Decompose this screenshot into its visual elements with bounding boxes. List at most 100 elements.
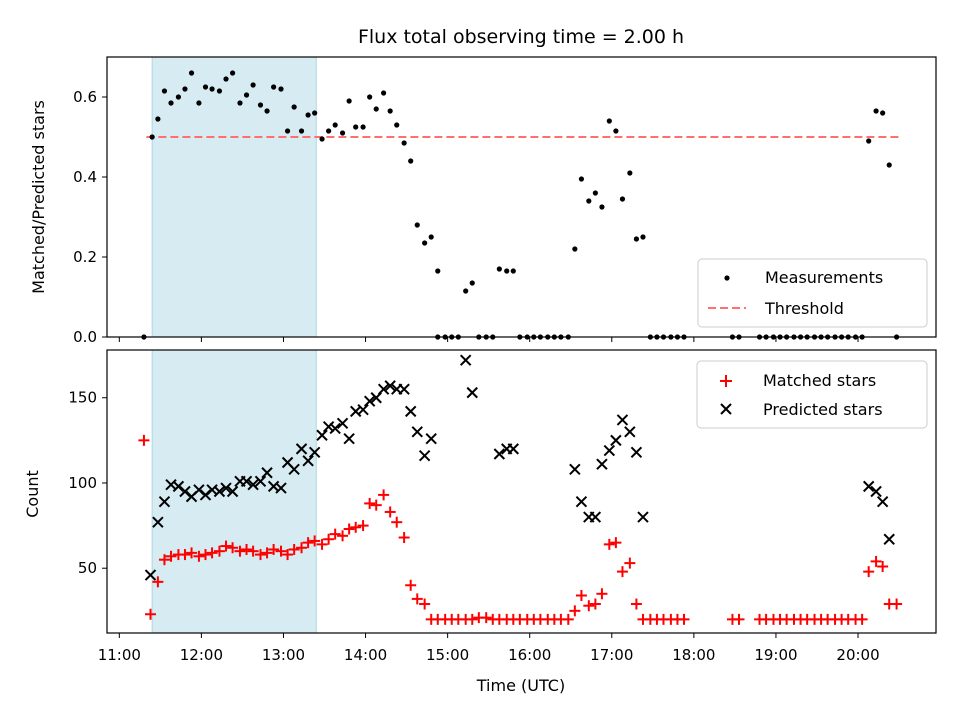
matched-star-point [288,543,300,555]
measurement-point [326,128,332,134]
predicted-star-point [336,417,349,430]
bottom-x-tick-label: 12:00 [180,646,223,664]
predicted-star-stroke-b [349,405,362,418]
predicted-star-stroke-b [144,569,157,581]
predicted-star-point [616,414,629,426]
predicted-star-stroke-b [275,482,287,494]
matched-star-point [186,547,198,559]
predicted-star-point [158,496,171,508]
measurement-point [373,106,379,112]
matched-star-point [316,538,328,550]
bottom-shaded-rect [151,349,317,634]
legend-measurements-label: Measurements [765,268,883,287]
bottom-x-tick-label: 13:00 [262,646,305,664]
matched-star-point [213,545,225,557]
bottom-y-tick-label: 100 [68,474,97,492]
bottom-y-axis-label: Count [23,470,42,518]
predicted-star-stroke-b [569,463,581,476]
measurement-point [572,246,578,252]
predicted-star-stroke-b [616,414,629,426]
matched-star-point [261,547,273,559]
predicted-star-stroke-b [425,432,437,445]
predicted-star-stroke-b [158,496,171,508]
bottom-y-tick-label: 150 [68,389,97,407]
matched-star-point [575,589,587,601]
predicted-star-stroke-b [308,446,321,458]
matched-star-point [405,579,417,591]
measurement-point [435,268,441,274]
predicted-star-point [144,569,157,581]
predicted-star-point [288,463,300,476]
matched-star-point [398,532,410,544]
predicted-star-point [596,458,608,470]
predicted-star-stroke-b [493,448,506,460]
measurement-point [155,116,161,122]
measurement-point [469,280,475,286]
top-shaded-rect [151,56,317,338]
matched-star-point [370,499,382,511]
matched-star-point [630,598,642,610]
predicted-star-stroke-b [459,354,472,366]
matched-star-point [343,523,355,535]
predicted-star-point [363,395,376,407]
matched-star-point [610,537,622,549]
matched-star-point [480,612,492,624]
measurement-point [168,100,174,106]
top-panel: 0.0 0.2 0.4 0.6 Matched/Predicted stars Mea… [29,56,937,346]
measurement-point [353,124,359,130]
bottom-y-ticks: 50 100 150 [68,389,107,577]
top-legend-box [697,258,928,328]
measurement-point [880,110,886,116]
matched-star-point [891,598,903,610]
matched-star-point [241,543,253,555]
predicted-star-stroke-b [316,429,328,441]
top-y-tick-label: 0.0 [73,328,97,346]
top-x-ticks [118,337,859,342]
predicted-star-stroke-b [384,380,396,392]
predicted-star-stroke-b [398,383,410,395]
measurement-point [182,86,188,92]
measurement-point [627,170,633,176]
bottom-legend: Matched stars Predicted stars [696,360,928,429]
matched-star-point [234,545,246,557]
matched-star-point [220,540,232,552]
bottom-x-axis-label: Time (UTC) [476,676,565,695]
bottom-x-tick-label: 11:00 [98,646,141,664]
matched-star-point [624,557,636,569]
top-y-ticks: 0.0 0.2 0.4 0.6 [73,88,107,346]
predicted-star-point [329,422,341,435]
legend-measurements-marker [724,275,730,281]
top-measurement-points [141,70,900,340]
bottom-points [138,354,903,625]
predicted-star-stroke-b [575,496,588,508]
matched-star-point [877,561,889,573]
predicted-star-point [876,496,889,508]
predicted-star-point [199,489,212,501]
legend-predicted-marker [720,403,732,415]
measurement-point [312,110,318,116]
predicted-star-stroke-b [220,482,232,494]
matched-star-point [145,608,157,620]
measurement-point [414,222,420,228]
bottom-shaded-region [151,349,317,634]
predicted-star-stroke-b [411,426,423,438]
measurement-point [401,140,407,146]
predicted-star-stroke-b [466,386,478,399]
measurement-point [408,158,414,164]
measurement-point [278,86,284,92]
predicted-star-point [507,443,519,455]
predicted-star-point [610,434,622,447]
bottom-x-tick-label: 18:00 [672,646,715,664]
predicted-star-stroke-b [226,485,239,498]
measurement-point [196,100,202,106]
bottom-x-tick-label: 19:00 [754,646,797,664]
predicted-star-point [261,467,273,479]
matched-star-point [378,489,390,501]
matched-star-point [589,598,601,610]
predicted-star-point [425,432,437,445]
predicted-star-point [343,432,355,445]
matched-star-point [337,530,349,542]
predicted-star-point [226,485,239,498]
measurement-point [229,70,236,76]
measurement-point [271,84,277,90]
